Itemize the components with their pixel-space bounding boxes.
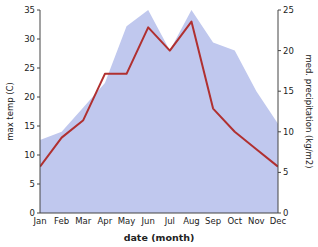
- y-tick: [37, 126, 40, 127]
- y2-tick: [278, 172, 281, 173]
- y2-axis-line: [278, 10, 279, 213]
- y-tick: [37, 184, 40, 185]
- y-tick-label: 25: [24, 63, 35, 73]
- x-tick-label: Sep: [205, 216, 221, 226]
- y2-tick-label: 25: [283, 5, 294, 15]
- x-tick-label: Nov: [248, 216, 265, 226]
- y-tick: [37, 39, 40, 40]
- y-tick-label: 35: [24, 5, 35, 15]
- y-tick-label: 30: [24, 34, 35, 44]
- x-tick-label: Jun: [141, 216, 155, 226]
- y-axis-title: max temp (C): [5, 82, 15, 141]
- y2-axis-title: med. precipitation (kg/m2): [304, 54, 314, 168]
- y-tick-label: 20: [24, 92, 35, 102]
- temperature-line: [40, 22, 278, 167]
- x-tick-label: Dec: [270, 216, 287, 226]
- plot-area: [40, 10, 278, 213]
- x-tick-label: Mar: [75, 216, 92, 226]
- x-tick-label: Oct: [227, 216, 242, 226]
- y-tick-label: 15: [24, 121, 35, 131]
- y-tick-label: 5: [30, 179, 35, 189]
- x-axis-title: date (month): [124, 232, 195, 243]
- y-tick: [37, 213, 40, 214]
- x-tick-label: Jul: [164, 216, 175, 226]
- y2-tick: [278, 213, 281, 214]
- y2-tick: [278, 91, 281, 92]
- background: [0, 0, 318, 247]
- y-tick-label: 10: [24, 150, 35, 160]
- y-tick: [37, 68, 40, 69]
- y2-tick: [278, 131, 281, 132]
- y-tick: [37, 10, 40, 11]
- precipitation-area: [40, 10, 278, 213]
- y-tick: [37, 97, 40, 98]
- x-axis-line: [40, 213, 278, 214]
- y-axis-line: [40, 10, 41, 213]
- y2-tick-label: 5: [283, 167, 288, 177]
- x-tick-label: May: [118, 216, 136, 226]
- x-tick-label: Feb: [54, 216, 69, 226]
- y2-tick-label: 20: [283, 46, 294, 56]
- chart: 051015202530350510152025JanFebMarAprMayJ…: [0, 0, 318, 247]
- y2-tick-label: 10: [283, 127, 294, 137]
- y2-tick: [278, 50, 281, 51]
- y2-tick: [278, 10, 281, 11]
- x-tick-label: Aug: [183, 216, 200, 226]
- y2-tick-label: 15: [283, 86, 294, 96]
- y-tick: [37, 155, 40, 156]
- x-tick-label: Apr: [98, 216, 113, 226]
- x-tick-label: Jan: [32, 216, 46, 226]
